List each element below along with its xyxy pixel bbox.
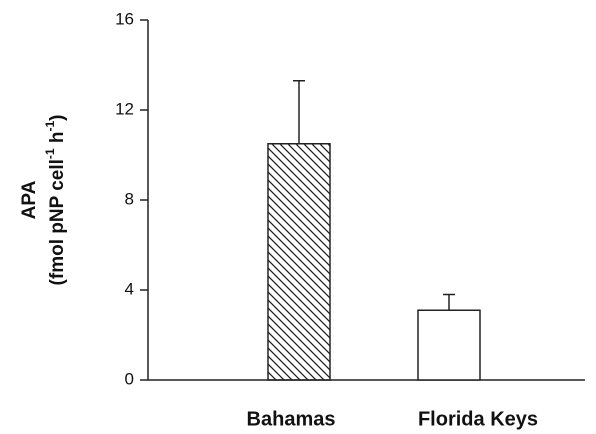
x-tick-label: Florida Keys [418,408,538,430]
y-axis-units: (fmol pNP cell-1 h-1) [43,115,68,286]
x-tick-label: Bahamas [247,408,336,430]
unit-sup: -1 [43,121,57,132]
y-tick-label: 8 [125,189,134,208]
unit-part: (fmol pNP cell [47,159,68,285]
unit-part: ) [47,115,68,121]
y-tick-label: 4 [125,279,134,298]
y-axis-label: APA [19,180,40,219]
unit-sup: -1 [43,148,57,159]
bar [267,143,331,381]
unit-part: h [47,132,68,149]
bar [417,309,481,381]
y-tick-label: 12 [115,99,134,118]
y-tick-label: 0 [125,369,134,388]
y-tick-label: 16 [115,9,134,28]
